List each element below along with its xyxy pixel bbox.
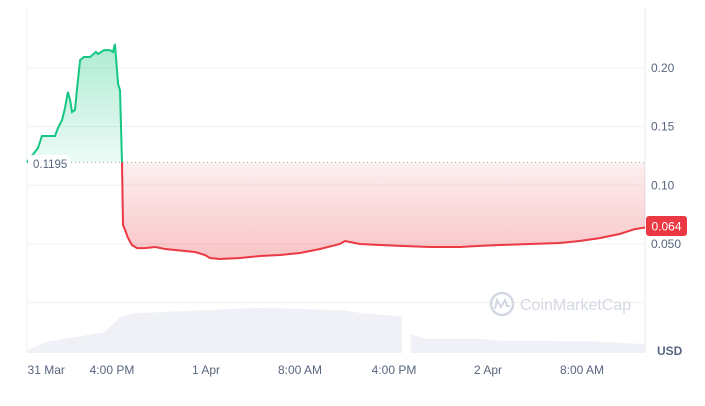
y-tick-label: 0.10 xyxy=(651,178,675,192)
svg-text:0.064: 0.064 xyxy=(651,220,681,234)
x-tick-label: 4:00 PM xyxy=(372,363,417,377)
y-tick-label: 0.15 xyxy=(651,120,675,134)
y-tick-label: 0.050 xyxy=(651,237,681,251)
x-tick-label: 31 Mar xyxy=(28,363,65,377)
price-area-up xyxy=(27,44,122,163)
price-area-down xyxy=(122,162,646,259)
coinmarketcap-logo-icon xyxy=(489,291,515,317)
watermark-text: CoinMarketCap xyxy=(520,297,631,314)
coinmarketcap-watermark: CoinMarketCap xyxy=(489,291,631,317)
price-line-down xyxy=(121,162,646,261)
x-tick-label: 2 Apr xyxy=(474,363,502,377)
current-price-badge: 0.064 xyxy=(646,216,687,236)
price-line-up xyxy=(26,43,123,164)
svg-text:0.1195: 0.1195 xyxy=(33,159,67,171)
y-tick-label: 0.20 xyxy=(651,61,675,75)
currency-label: USD xyxy=(657,344,683,358)
x-tick-label: 1 Apr xyxy=(192,363,220,377)
x-tick-label: 4:00 PM xyxy=(90,363,135,377)
coinmarketcap-logo-mark xyxy=(494,297,510,310)
reference-price-label: 0.1195 xyxy=(28,155,70,173)
x-tick-label: 8:00 AM xyxy=(560,363,604,377)
x-tick-label: 8:00 AM xyxy=(278,363,322,377)
volume-area xyxy=(27,307,646,353)
